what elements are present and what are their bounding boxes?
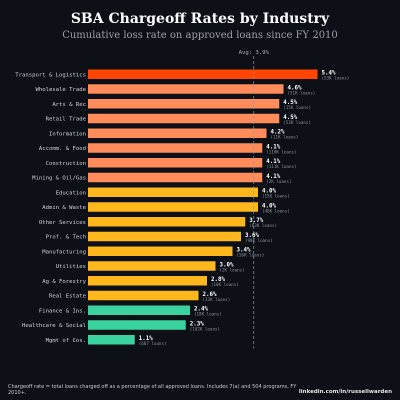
value-label: 4.6% [288, 85, 302, 91]
value-label: 4.1% [266, 144, 280, 150]
loan-count-label: (51K loans) [288, 90, 316, 95]
value-label: 4.0% [262, 203, 276, 209]
value-label: 4.0% [262, 189, 276, 195]
category-label: Information [49, 131, 86, 137]
value-label: 3.7% [249, 218, 263, 224]
bar [88, 290, 199, 301]
bar [88, 305, 190, 315]
value-label: 2.4% [194, 307, 208, 313]
bar [88, 158, 263, 168]
chart-title: SBA Chargeoff Rates by Industry [70, 11, 330, 27]
bar [88, 276, 207, 286]
bar [88, 113, 280, 124]
value-label: 4.1% [266, 159, 280, 165]
loan-count-label: (11K loans) [271, 135, 299, 140]
loan-count-label: (83K loans) [249, 223, 277, 228]
category-label: Accomm. & Food [39, 146, 86, 152]
category-label: Real Estate [49, 294, 87, 300]
bar [88, 69, 318, 79]
bar [88, 202, 258, 212]
bar [88, 217, 246, 227]
category-label: Finance & Ins. [39, 308, 86, 314]
bar [88, 143, 263, 153]
value-label: 2.3% [190, 321, 204, 327]
category-label: Construction [46, 161, 86, 167]
category-label: Admin & Waste [42, 205, 86, 211]
bar [88, 231, 241, 242]
footnote: Chargeoff rate = total loans charged off… [8, 384, 297, 396]
value-label: 4.5% [283, 100, 297, 106]
bar [88, 84, 284, 94]
category-label: Prof. & Tech [46, 235, 86, 241]
bar [88, 320, 186, 330]
category-label: Ag & Forestry [42, 279, 86, 285]
value-label: 1.1% [139, 336, 153, 342]
category-label: Wholesale Trade [35, 87, 86, 93]
category-label: Mgmt of Cos. [46, 338, 86, 344]
bar [88, 187, 258, 197]
category-label: Education [56, 190, 86, 196]
value-label: 3.4% [237, 248, 251, 254]
bar [88, 99, 280, 109]
loan-count-label: (53K loans) [283, 120, 311, 125]
category-label: Retail Trade [46, 117, 87, 123]
category-label: Mining & Oil/Gas [32, 176, 86, 182]
loan-count-label: (53K loans) [322, 76, 350, 81]
category-label: Arts & Rec [52, 102, 86, 108]
value-label: 4.5% [283, 115, 297, 121]
value-label: 3.0% [220, 262, 234, 268]
bar [88, 335, 135, 345]
category-label: Manufacturing [42, 249, 86, 255]
category-label: Transport & Logistics [15, 72, 86, 78]
loan-count-label: (46K loans) [262, 208, 290, 213]
category-label: Other Services [39, 220, 86, 226]
chart-subtitle: Cumulative loss rate on approved loans s… [62, 30, 338, 41]
loan-count-label: (111K loans) [266, 164, 296, 169]
loan-count-label: (102K loans) [190, 326, 220, 331]
loan-count-label: (98K loans) [245, 238, 273, 243]
loan-count-label: (33K loans) [203, 297, 231, 302]
bar [88, 128, 267, 138]
value-label: 3.6% [245, 233, 259, 239]
loan-count-label: (18K loans) [194, 312, 222, 317]
loan-count-label: (56K loans) [237, 253, 265, 258]
bar [88, 261, 216, 271]
value-label: 5.4% [322, 71, 336, 77]
loan-count-label: (119K loans) [266, 149, 296, 154]
bar [88, 246, 233, 256]
loan-count-label: (2K loans) [220, 267, 245, 272]
value-label: 4.2% [271, 130, 285, 136]
bar [88, 172, 263, 183]
loan-count-label: (10K loans) [211, 282, 239, 287]
loan-count-label: (687 loans) [139, 341, 167, 346]
loan-count-label: (15K loans) [262, 194, 290, 199]
value-label: 4.1% [266, 174, 280, 180]
credit-link[interactable]: linkedin.com/in/russellwarden [298, 389, 392, 395]
loan-count-label: (15K loans) [283, 105, 311, 110]
value-label: 2.8% [211, 277, 225, 283]
value-label: 2.6% [203, 292, 217, 298]
loan-count-label: (2K loans) [266, 179, 291, 184]
category-label: Healthcare & Social [22, 323, 86, 329]
average-label: Avg: 3.9% [239, 50, 270, 56]
category-label: Utilities [56, 264, 86, 270]
